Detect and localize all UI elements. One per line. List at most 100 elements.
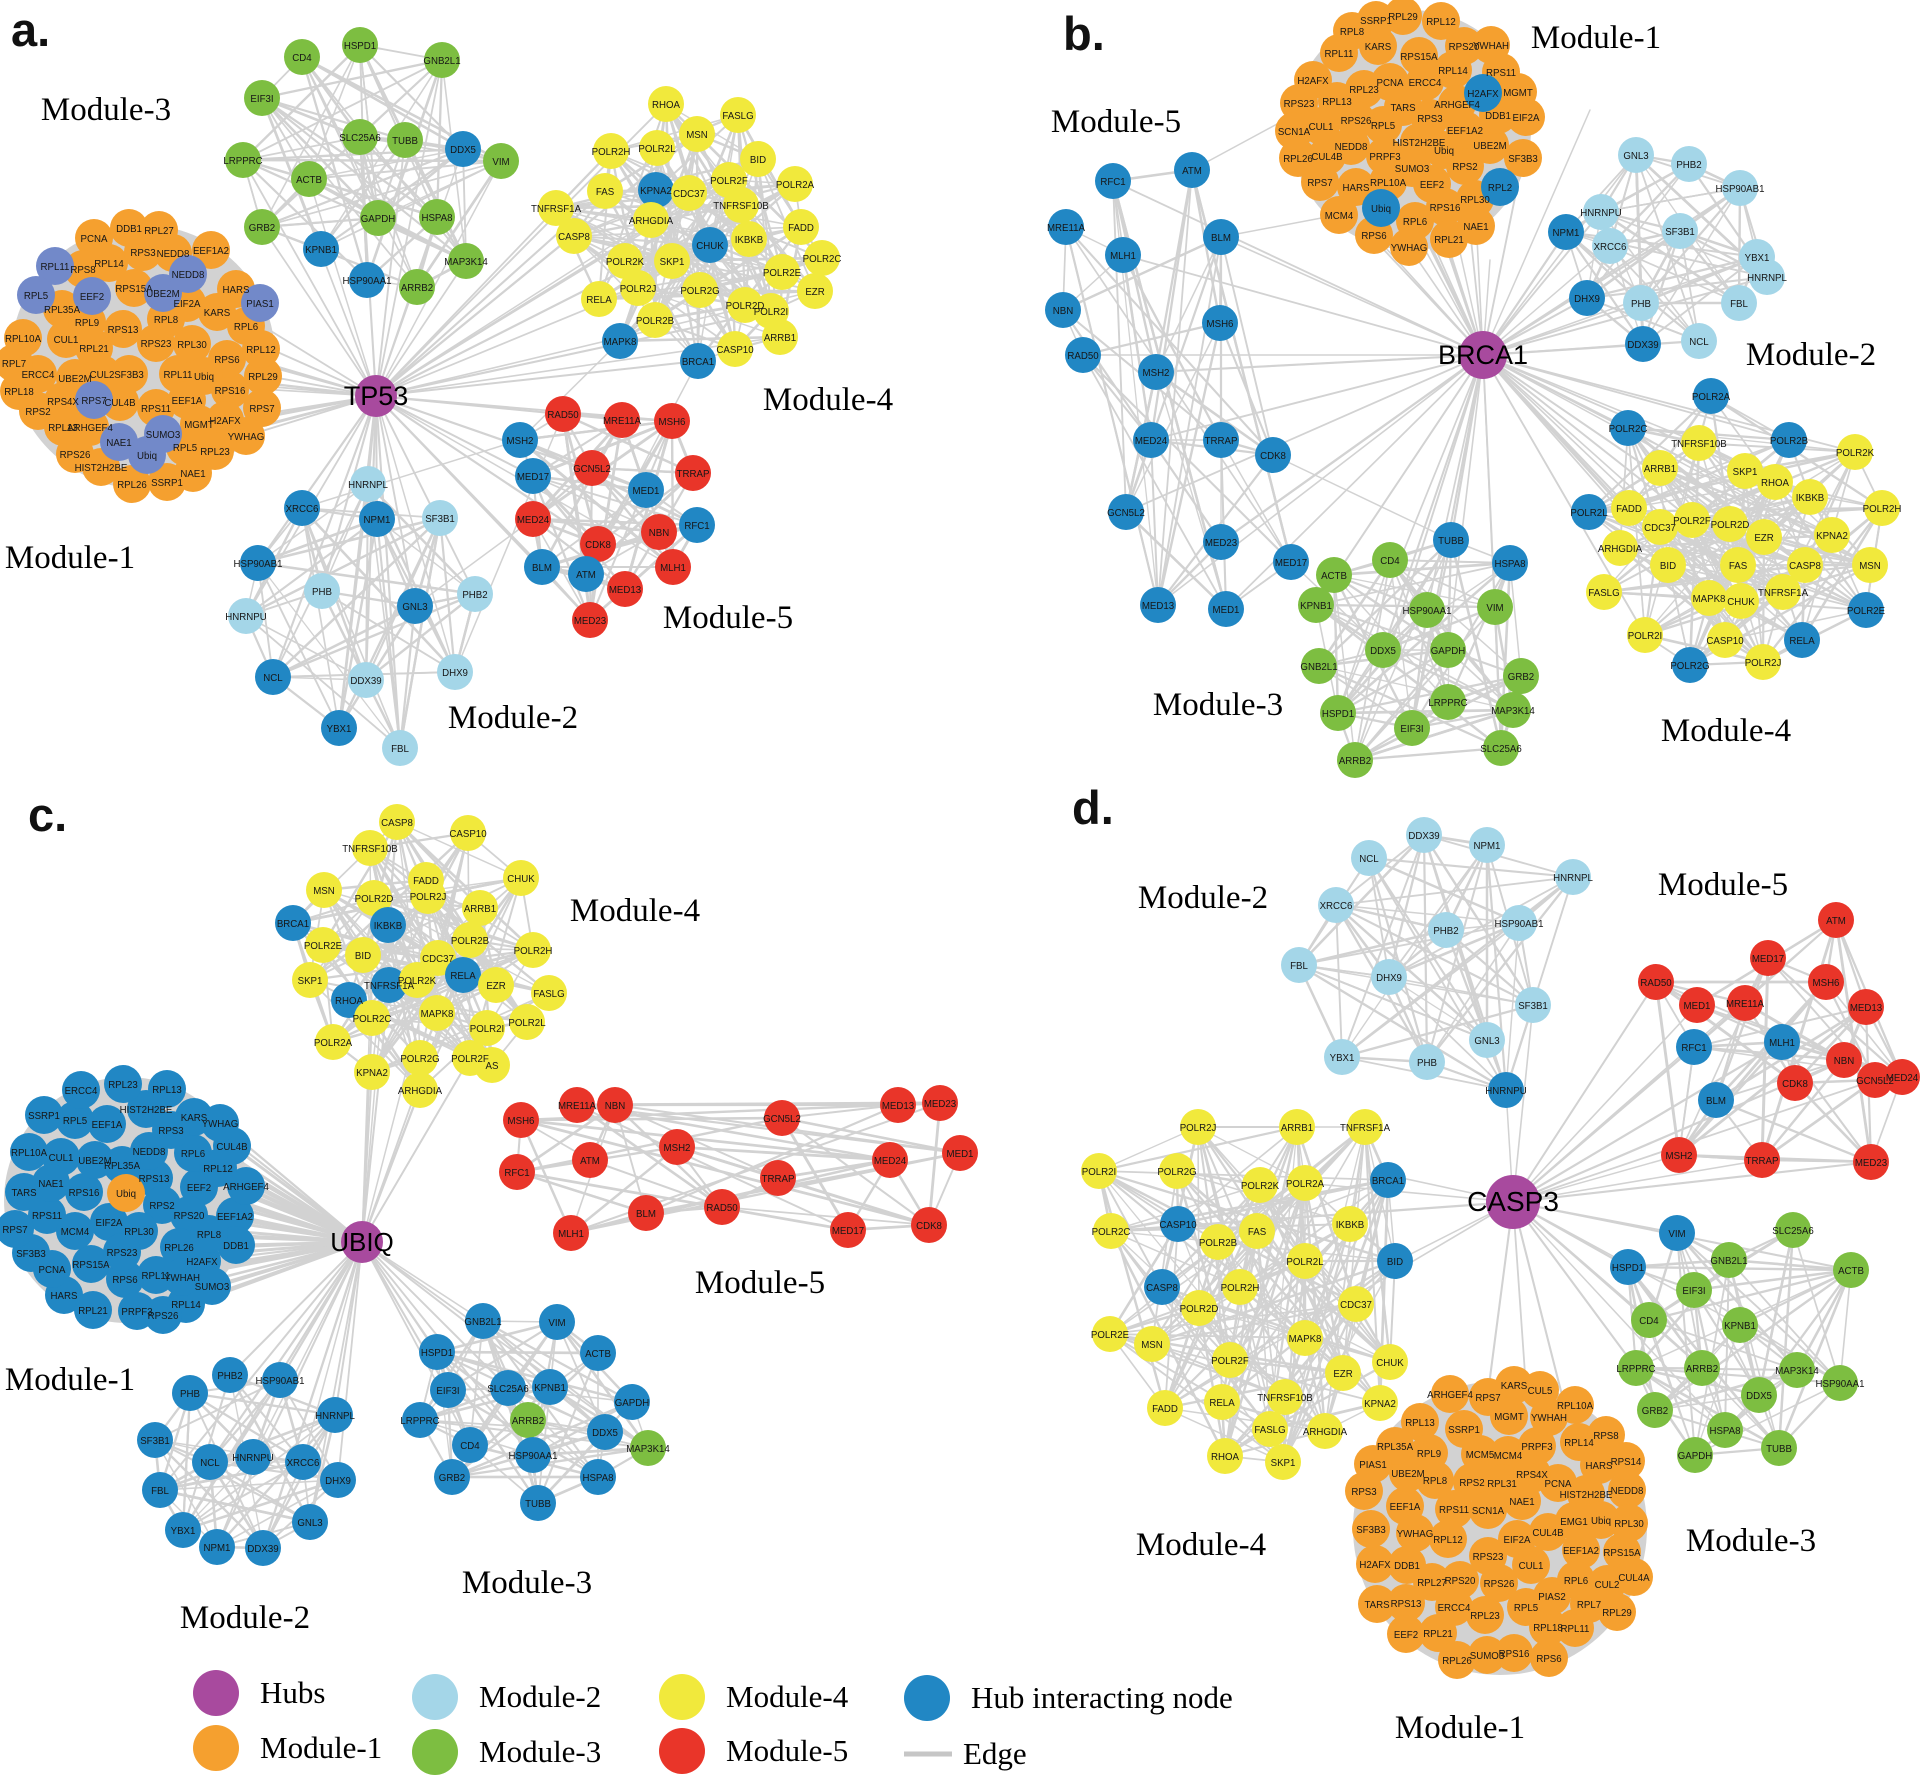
- svg-text:POLR2L: POLR2L: [638, 144, 676, 155]
- svg-text:KARS: KARS: [181, 1113, 208, 1124]
- svg-text:TRRAP: TRRAP: [677, 469, 710, 480]
- svg-text:RPL35A: RPL35A: [1377, 1442, 1414, 1453]
- svg-text:EIF2A: EIF2A: [174, 299, 201, 310]
- svg-text:CDC37: CDC37: [422, 954, 454, 965]
- svg-text:GCN5L2: GCN5L2: [573, 464, 611, 475]
- svg-text:UBE2M: UBE2M: [1473, 141, 1506, 152]
- svg-text:Ubiq: Ubiq: [1434, 146, 1454, 157]
- svg-text:RPL8: RPL8: [1423, 1476, 1447, 1487]
- svg-text:FADD: FADD: [413, 876, 439, 887]
- svg-text:Module-3: Module-3: [479, 1734, 601, 1769]
- svg-text:Edge: Edge: [963, 1736, 1027, 1771]
- svg-text:FASLG: FASLG: [722, 111, 753, 122]
- svg-text:RHOA: RHOA: [652, 100, 681, 111]
- svg-text:RPL30: RPL30: [124, 1227, 154, 1238]
- svg-text:EIF3I: EIF3I: [1682, 1286, 1705, 1297]
- svg-text:RPL29: RPL29: [1388, 12, 1418, 23]
- svg-text:Hub interacting node: Hub interacting node: [971, 1680, 1233, 1715]
- svg-text:Module-2: Module-2: [1138, 880, 1268, 916]
- svg-text:POLR2C: POLR2C: [803, 254, 842, 265]
- svg-text:IKBKB: IKBKB: [374, 921, 403, 932]
- svg-text:RPL12: RPL12: [1426, 17, 1456, 28]
- svg-text:MCM5: MCM5: [1466, 1450, 1495, 1461]
- svg-text:RPL13: RPL13: [1405, 1418, 1435, 1429]
- svg-text:BRCA1: BRCA1: [1438, 340, 1528, 370]
- svg-text:RPS13: RPS13: [139, 1174, 170, 1185]
- svg-text:MRE11A: MRE11A: [558, 1101, 597, 1112]
- svg-text:RPL5: RPL5: [24, 291, 48, 302]
- svg-text:RPS2: RPS2: [1452, 162, 1477, 173]
- svg-text:CUL4B: CUL4B: [216, 1142, 247, 1153]
- svg-text:SLC25A6: SLC25A6: [487, 1384, 528, 1395]
- svg-text:RPS26: RPS26: [148, 1311, 179, 1322]
- svg-text:RPL9: RPL9: [75, 318, 99, 329]
- svg-text:MED13: MED13: [609, 585, 641, 596]
- svg-text:RPL8: RPL8: [1340, 27, 1364, 38]
- svg-text:ARHGDIA: ARHGDIA: [629, 216, 674, 227]
- svg-text:RPS8: RPS8: [1593, 1431, 1618, 1442]
- svg-text:CUL5: CUL5: [1528, 1386, 1553, 1397]
- svg-text:CDK8: CDK8: [585, 540, 611, 551]
- svg-text:RPL11: RPL11: [1325, 49, 1354, 60]
- svg-text:NEDD8: NEDD8: [1611, 1486, 1644, 1497]
- svg-text:SLC25A6: SLC25A6: [1480, 744, 1521, 755]
- svg-text:RPS11: RPS11: [1439, 1505, 1469, 1516]
- svg-text:d.: d.: [1072, 781, 1114, 834]
- svg-text:Hubs: Hubs: [260, 1675, 325, 1710]
- svg-text:GAPDH: GAPDH: [1678, 1451, 1712, 1462]
- svg-text:MSH6: MSH6: [659, 417, 686, 428]
- svg-text:RELA: RELA: [450, 971, 476, 982]
- svg-text:MED23: MED23: [1205, 538, 1237, 549]
- svg-text:PHB2: PHB2: [217, 1371, 242, 1382]
- svg-text:XRCC6: XRCC6: [1320, 901, 1353, 912]
- svg-text:CD4: CD4: [460, 1441, 480, 1452]
- svg-text:RPL14: RPL14: [94, 259, 124, 270]
- svg-text:DDB1: DDB1: [1394, 1561, 1420, 1572]
- svg-text:TNFRSF1A: TNFRSF1A: [531, 204, 582, 215]
- svg-text:TARS: TARS: [1364, 1600, 1390, 1611]
- svg-text:BID: BID: [750, 155, 766, 166]
- svg-text:KPNA2: KPNA2: [1816, 531, 1848, 542]
- svg-text:FASLG: FASLG: [1588, 588, 1619, 599]
- svg-text:MED1: MED1: [633, 486, 660, 497]
- svg-text:a.: a.: [11, 3, 50, 56]
- svg-text:YBX1: YBX1: [327, 724, 352, 735]
- svg-text:DDX39: DDX39: [247, 1544, 278, 1555]
- svg-text:HSPD1: HSPD1: [344, 41, 376, 52]
- svg-text:RPL26: RPL26: [1442, 1656, 1472, 1667]
- svg-text:PHB: PHB: [1631, 299, 1651, 310]
- svg-text:CD4: CD4: [1380, 556, 1400, 567]
- svg-text:RPL11: RPL11: [1561, 1624, 1590, 1635]
- svg-text:YWHAG: YWHAG: [1391, 243, 1428, 254]
- svg-text:POLR2I: POLR2I: [470, 1024, 504, 1035]
- svg-text:POLR2L: POLR2L: [1286, 1257, 1324, 1268]
- svg-text:RPL14: RPL14: [1438, 66, 1468, 77]
- svg-text:RELA: RELA: [586, 295, 612, 306]
- svg-text:RPS2: RPS2: [25, 407, 50, 418]
- svg-text:PRPF3: PRPF3: [1521, 1442, 1552, 1453]
- svg-text:ERCC4: ERCC4: [1438, 1603, 1471, 1614]
- svg-text:CASP8: CASP8: [381, 818, 413, 829]
- svg-text:Ubiq: Ubiq: [137, 451, 157, 462]
- svg-text:Module-5: Module-5: [663, 600, 793, 636]
- svg-text:CUL4B: CUL4B: [1532, 1528, 1563, 1539]
- svg-text:SCN1A: SCN1A: [1278, 127, 1311, 138]
- svg-text:POLR2J: POLR2J: [1180, 1123, 1217, 1134]
- svg-text:SUMO3: SUMO3: [1470, 1651, 1504, 1662]
- svg-text:DDB1: DDB1: [1485, 111, 1511, 122]
- svg-text:CD4: CD4: [292, 53, 312, 64]
- svg-text:XRCC6: XRCC6: [287, 1458, 320, 1469]
- svg-text:MGMT: MGMT: [1503, 88, 1533, 99]
- svg-text:POLR2I: POLR2I: [1628, 631, 1662, 642]
- svg-text:MSH2: MSH2: [507, 436, 534, 447]
- svg-text:ARHGEF4: ARHGEF4: [1434, 100, 1480, 111]
- svg-text:KARS: KARS: [1365, 42, 1392, 53]
- svg-text:HSP90AA1: HSP90AA1: [508, 1451, 557, 1462]
- svg-text:GNB2L1: GNB2L1: [1300, 662, 1337, 673]
- svg-text:KPNA2: KPNA2: [356, 1068, 388, 1079]
- svg-text:RPL10A: RPL10A: [11, 1148, 48, 1159]
- svg-text:RPL14: RPL14: [171, 1300, 201, 1311]
- svg-text:POLR2H: POLR2H: [514, 946, 553, 957]
- svg-text:MED23: MED23: [1855, 1158, 1887, 1169]
- svg-text:CDK8: CDK8: [1782, 1079, 1808, 1090]
